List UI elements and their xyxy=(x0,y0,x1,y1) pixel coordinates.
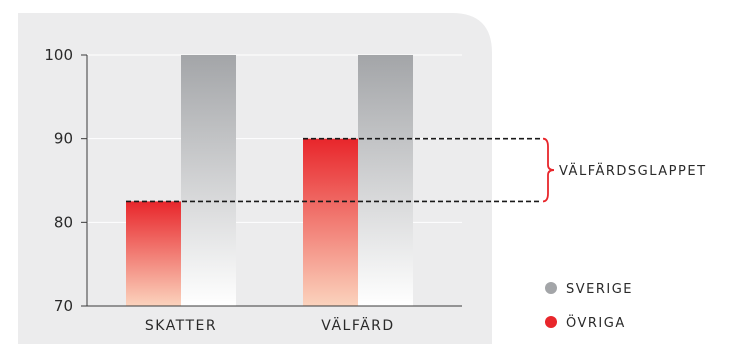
y-tick-label: 70 xyxy=(54,297,73,315)
axes xyxy=(86,55,462,307)
y-ticks: 70 80 90 100 xyxy=(44,46,87,315)
legend-swatch-ovriga xyxy=(545,316,557,328)
gap-annotation: VÄLFÄRDSGLAPPET xyxy=(126,137,707,203)
bar-sverige xyxy=(181,55,236,306)
y-tick-label: 90 xyxy=(54,130,73,148)
gap-label: VÄLFÄRDSGLAPPET xyxy=(559,163,707,179)
x-category-labels: SKATTER VÄLFÄRD xyxy=(145,316,394,334)
legend-label: SVERIGE xyxy=(566,282,633,297)
bar-ovriga xyxy=(303,138,358,306)
legend-swatch-sverige xyxy=(545,282,557,294)
bar-ovriga xyxy=(126,201,181,306)
x-category-label: VÄLFÄRD xyxy=(321,316,394,334)
y-tick-label: 100 xyxy=(44,46,73,64)
legend-label: ÖVRIGA xyxy=(566,314,626,331)
legend: SVERIGE ÖVRIGA xyxy=(545,282,633,331)
bars xyxy=(126,55,413,306)
bar-sverige xyxy=(358,55,413,306)
y-tick-label: 80 xyxy=(54,213,73,231)
x-category-label: SKATTER xyxy=(145,318,217,334)
plot-panel xyxy=(18,13,492,344)
gap-bracket xyxy=(542,137,555,203)
